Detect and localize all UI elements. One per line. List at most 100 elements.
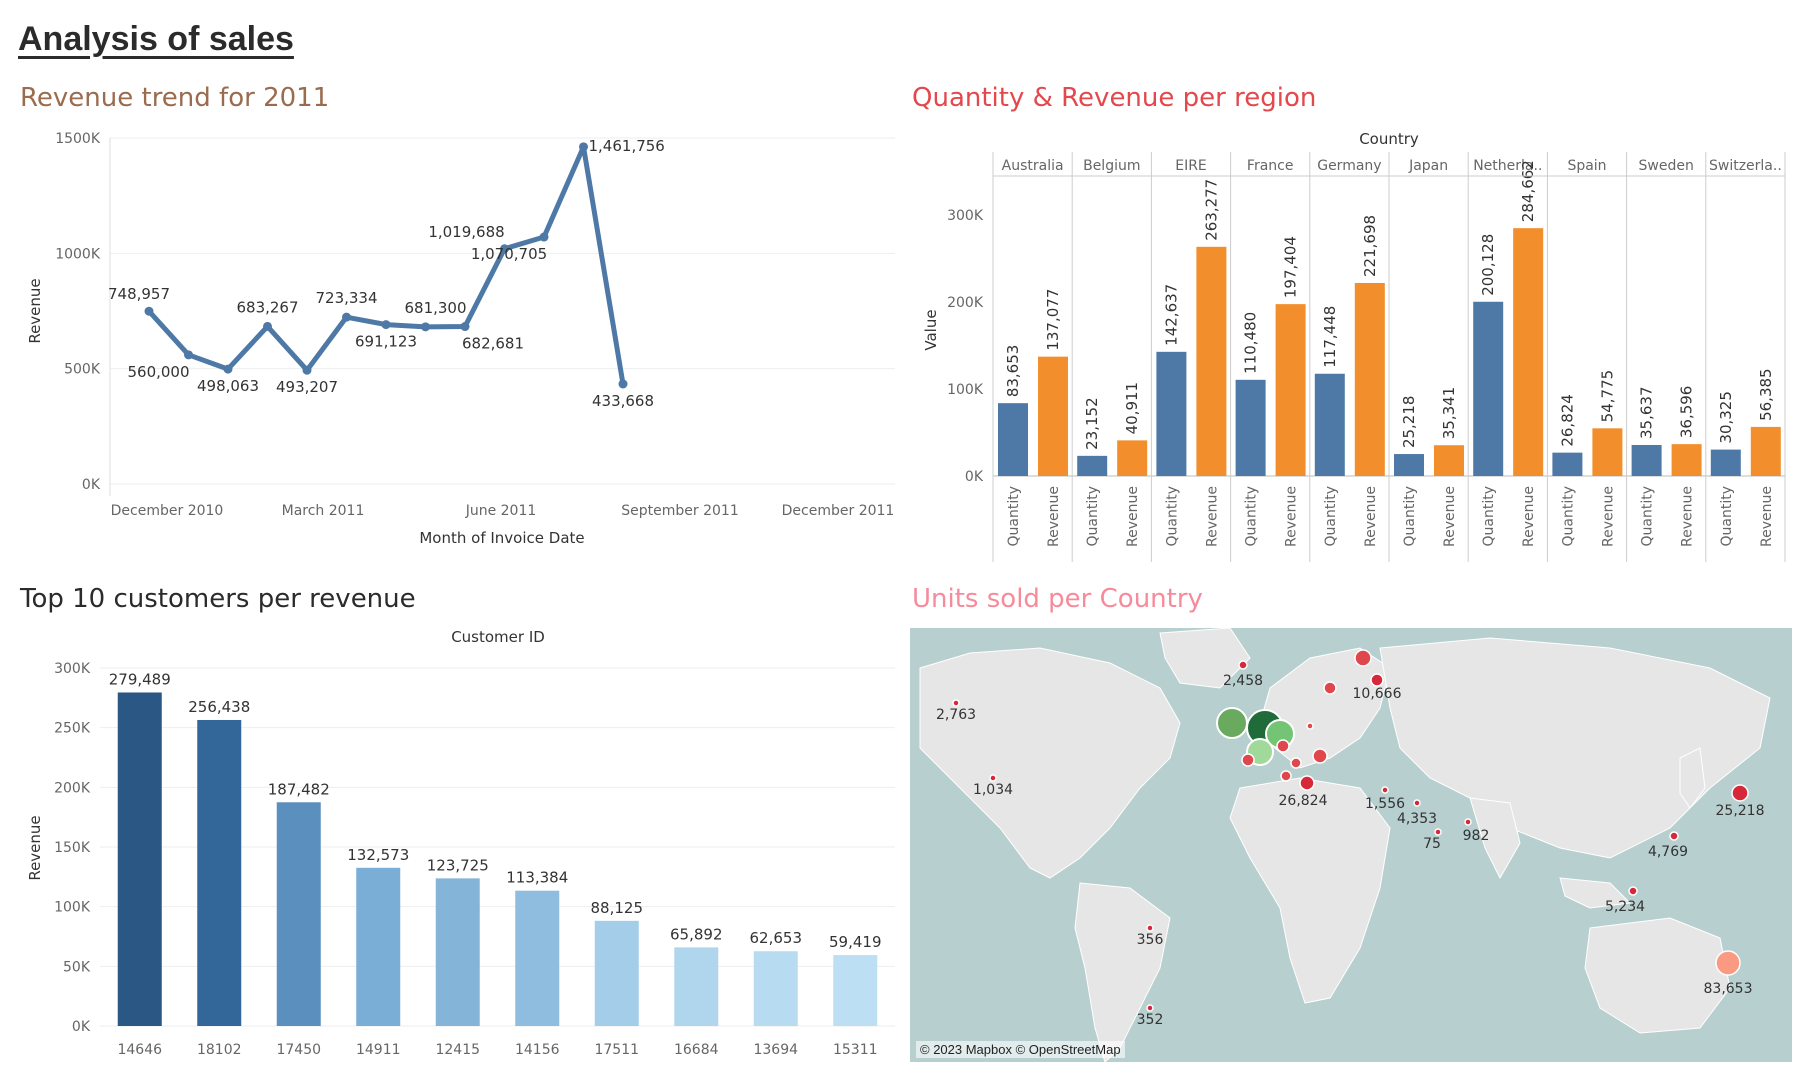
customer-id-label: 14646: [117, 1042, 162, 1058]
region-bar-label: 142,637: [1162, 284, 1180, 346]
region-bar: [1473, 301, 1504, 476]
customer-id-label: 13694: [753, 1042, 798, 1058]
region-bar: [1434, 445, 1464, 476]
customer-id-label: 15311: [833, 1042, 878, 1058]
region-bar-label: 35,341: [1440, 387, 1458, 440]
line-data-label: 493,207: [276, 378, 338, 396]
line-point: [223, 364, 233, 374]
y-tick-label: 100K: [54, 900, 91, 916]
region-bar-label: 200,128: [1479, 234, 1497, 296]
map-point: [989, 774, 997, 782]
customer-bar-label: 256,438: [188, 698, 250, 716]
region-bar: [1552, 452, 1583, 476]
revenue-trend-chart: 0K 500K 1000K 1500K 748,957 560,000 498,063 683…: [26, 131, 895, 547]
map-point-label: 2,763: [936, 707, 976, 723]
customer-id-label: 17511: [594, 1042, 639, 1058]
y-tick-label: 200K: [947, 295, 984, 311]
customer-bar-label: 88,125: [591, 899, 644, 917]
y-tick-label: 300K: [947, 208, 984, 224]
customers-chart-title: Top 10 customers per revenue: [20, 584, 416, 614]
line-point: [302, 365, 312, 375]
map-point: [1354, 649, 1372, 667]
line-data-label: 723,334: [315, 289, 377, 307]
map-point: [1464, 818, 1472, 826]
measure-label: Quantity: [1085, 486, 1101, 547]
y-tick-label: 300K: [54, 661, 91, 677]
customer-id-label: 12415: [435, 1042, 480, 1058]
map-point: [1413, 799, 1421, 807]
map-point: [1146, 1004, 1154, 1012]
map-point-label: 982: [1463, 828, 1490, 844]
line-point: [421, 322, 430, 332]
y-axis-title: Revenue: [26, 815, 44, 880]
country-header-label: Netherla..: [1473, 158, 1542, 174]
line-point: [579, 142, 588, 152]
y-tick-label: 100K: [947, 382, 984, 398]
region-bar-label: 83,653: [1004, 345, 1022, 398]
y-tick-label: 1000K: [55, 246, 101, 262]
y-axis-title: Value: [922, 309, 940, 350]
customer-id-label: 16684: [674, 1042, 719, 1058]
region-bar: [998, 403, 1028, 476]
country-header-label: Spain: [1567, 158, 1606, 174]
map-point: [1241, 753, 1255, 767]
region-bar: [1750, 426, 1781, 476]
region-bar: [1354, 282, 1385, 476]
map-point-label: 25,218: [1716, 803, 1765, 819]
customer-bar: [753, 951, 798, 1026]
region-bar: [1117, 440, 1148, 476]
measure-label: Revenue: [1600, 486, 1616, 547]
region-bar-label: 137,077: [1044, 289, 1062, 351]
map-point: [1628, 886, 1638, 896]
y-tick-label: 0K: [82, 477, 101, 493]
line-data-label: 748,957: [108, 285, 170, 303]
y-tick-label: 0K: [965, 469, 984, 485]
measure-label: Revenue: [1125, 486, 1141, 547]
map-title: Units sold per Country: [912, 584, 1203, 614]
map-point-label: 2,458: [1223, 673, 1263, 689]
measure-label: Quantity: [1323, 486, 1339, 547]
x-tick-label: December 2010: [111, 503, 224, 519]
map-point-label: 5,234: [1605, 899, 1645, 915]
region-bar: [1077, 455, 1108, 476]
region-bar: [1394, 454, 1424, 476]
region-bar: [1196, 246, 1227, 476]
map-point: [1146, 924, 1154, 932]
customer-id-label: 14911: [356, 1042, 401, 1058]
x-axis-title: Month of Invoice Date: [419, 529, 584, 547]
region-bar: [1513, 228, 1544, 476]
map-point-label: 1,556: [1365, 796, 1405, 812]
customer-bar-label: 59,419: [829, 933, 882, 951]
y-tick-label: 200K: [54, 780, 91, 796]
region-chart-title: Quantity & Revenue per region: [912, 83, 1317, 113]
measure-label: Quantity: [1560, 486, 1576, 547]
map-point-label: 352: [1137, 1012, 1164, 1028]
line-data-label: 691,123: [355, 333, 417, 351]
map-point: [1731, 784, 1749, 802]
x-tick-label: December 2011: [782, 503, 895, 519]
measure-label: Quantity: [1006, 486, 1022, 547]
region-bar-label: 30,325: [1717, 391, 1735, 444]
region-bar-label: 263,277: [1202, 179, 1220, 241]
map-point-label: 75: [1423, 836, 1441, 852]
region-bar: [1038, 356, 1068, 476]
map-point: [1312, 748, 1328, 764]
region-bar: [1592, 428, 1623, 476]
customer-bar: [594, 920, 639, 1026]
measure-label: Revenue: [1521, 486, 1537, 547]
line-point: [618, 379, 628, 389]
column-header-title: Country: [1359, 130, 1419, 148]
measure-label: Quantity: [1244, 486, 1260, 547]
line-point: [381, 320, 391, 330]
map-point-label: 10,666: [1353, 686, 1402, 702]
customer-bar: [435, 878, 480, 1026]
line-data-label: 1,070,705: [471, 245, 547, 263]
map-point-label: 356: [1137, 932, 1164, 948]
measure-label: Revenue: [1759, 486, 1775, 547]
country-header-label: Sweden: [1639, 158, 1694, 174]
units-sold-map[interactable]: 2,763 1,034 2,458 10,666 26,824 1,556 4,353 75 9…: [910, 628, 1792, 1062]
x-tick-label: March 2011: [282, 503, 365, 519]
region-bar-label: 54,775: [1598, 370, 1616, 423]
